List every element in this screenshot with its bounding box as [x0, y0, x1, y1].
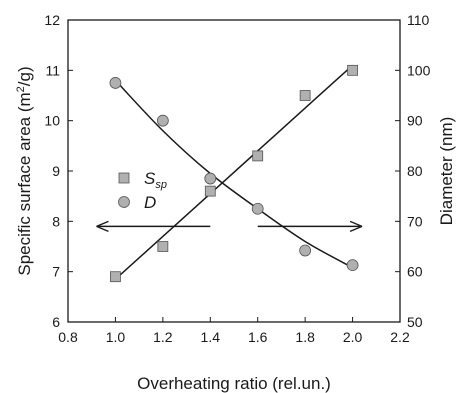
- point-square: [347, 64, 358, 76]
- right-axis-label: Diameter (nm): [437, 117, 456, 226]
- right-axis-ticks: 50 60 70 80 90 100 110: [395, 12, 431, 330]
- left-axis-ticks: 6 7 8 9 10 11 12: [44, 12, 73, 330]
- right-tick-label: 100: [407, 62, 431, 78]
- x-tick-label: 1.8: [295, 329, 315, 345]
- left-tick-label: 12: [44, 12, 60, 28]
- arrow-left-head: [96, 220, 109, 233]
- left-tick-label: 10: [44, 113, 60, 129]
- point-circle: [346, 259, 359, 272]
- fit-curve-s: [114, 64, 354, 280]
- right-tick-label: 60: [407, 264, 423, 280]
- point-circle: [299, 244, 312, 257]
- legend-marker-circle: [118, 196, 130, 208]
- point-square: [252, 150, 264, 162]
- right-tick-label: 110: [407, 12, 430, 28]
- point-square: [299, 90, 311, 101]
- data-points: [109, 64, 359, 283]
- left-axis-label-a: Specific surface area (m: [15, 92, 34, 275]
- point-circle: [204, 172, 217, 185]
- left-tick-label: 7: [52, 264, 60, 280]
- left-tick-label: 11: [45, 62, 60, 78]
- left-tick-label: 9: [52, 163, 60, 179]
- x-tick-label: 0.8: [58, 329, 78, 345]
- fit-curve-d: [114, 79, 353, 269]
- arrow-right-head: [349, 220, 363, 233]
- right-tick-label: 80: [407, 163, 423, 179]
- point-square: [204, 185, 216, 197]
- legend-label-d: D: [144, 193, 156, 212]
- right-tick-label: 70: [407, 213, 423, 229]
- left-tick-label: 6: [52, 314, 60, 330]
- point-circle: [109, 77, 122, 89]
- x-axis-ticks: 0.8 1.0 1.2 1.4 1.6 1.8 2.0 2.2: [58, 317, 410, 345]
- left-axis-label-b: /g): [15, 66, 34, 86]
- x-tick-label: 1.6: [248, 329, 268, 345]
- axis-arrows: [96, 220, 363, 233]
- legend-ssp-main: S: [144, 169, 156, 188]
- point-circle: [156, 114, 169, 127]
- right-tick-label: 50: [407, 314, 423, 330]
- x-tick-label: 1.0: [106, 329, 126, 345]
- legend-label-ssp: Ssp: [144, 169, 167, 191]
- legend-marker-square: [118, 172, 130, 184]
- point-square: [110, 271, 121, 283]
- legend-ssp-sub: sp: [155, 179, 167, 191]
- point-circle: [251, 202, 264, 215]
- x-tick-label: 1.2: [153, 329, 173, 345]
- fit-curves: [114, 64, 354, 280]
- x-axis-label: Overheating ratio (rel.un.): [137, 374, 331, 393]
- right-tick-label: 90: [407, 113, 423, 129]
- legend: Ssp D: [118, 169, 167, 212]
- left-axis-label: Specific surface area (m2/g): [15, 66, 34, 275]
- x-tick-label: 1.4: [201, 329, 221, 345]
- left-axis-label-sup: 2: [15, 86, 27, 92]
- point-square: [157, 241, 169, 252]
- x-tick-label: 2.2: [390, 329, 410, 345]
- left-tick-label: 8: [52, 213, 60, 229]
- x-tick-label: 2.0: [343, 329, 363, 345]
